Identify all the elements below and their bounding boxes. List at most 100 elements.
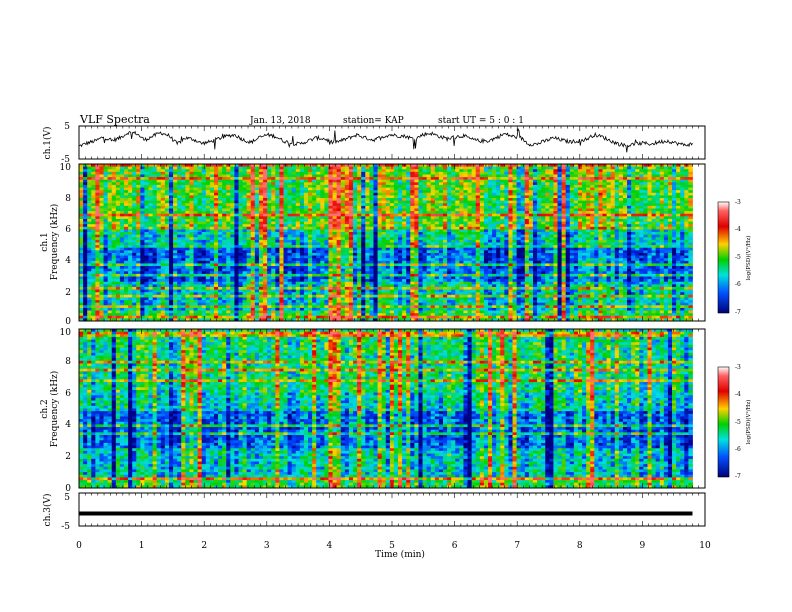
spectrogram-cell	[627, 218, 632, 222]
spectrogram-cell	[561, 234, 567, 238]
spectrogram-cell	[496, 169, 501, 173]
spectrogram-cell	[148, 234, 154, 238]
spectrogram-cell	[459, 208, 464, 212]
spectrogram-cell	[168, 179, 174, 183]
spectrogram-cell	[475, 166, 481, 170]
spectrogram-cell	[393, 213, 399, 217]
spectrogram-cell	[398, 242, 403, 246]
spectrogram-cell	[103, 208, 109, 212]
spectrogram-cell	[647, 198, 652, 202]
spectrogram-cell	[123, 190, 129, 194]
spectrogram-cell	[115, 213, 121, 217]
spectrogram-cell	[271, 174, 276, 178]
spectrogram-cell	[426, 205, 432, 209]
spectrogram-cell	[168, 245, 174, 249]
spectrogram-cell	[590, 182, 595, 186]
spectrogram-cell	[303, 221, 309, 225]
spectrogram-cell	[663, 237, 669, 241]
spectrogram-cell	[283, 190, 288, 194]
spectrogram-cell	[639, 198, 644, 202]
spectrogram-cell	[541, 190, 546, 194]
spectrogram-cell	[258, 239, 264, 243]
spectrogram-cell	[226, 171, 231, 175]
spectrogram-cell	[353, 187, 358, 191]
spectrogram-cell	[627, 192, 632, 196]
spectrogram-cell	[496, 237, 501, 241]
spectrogram-cell	[201, 218, 207, 222]
spectrogram-cell	[107, 187, 113, 191]
spectrogram-cell	[651, 208, 657, 212]
spectrogram-cell	[193, 245, 199, 249]
spectrogram-cell	[267, 184, 272, 188]
spectrogram-cell	[524, 198, 530, 202]
spectrogram-cell	[361, 213, 366, 217]
spectrogram-cell	[234, 205, 239, 209]
spectrogram-cell	[156, 224, 162, 228]
spectrogram-cell	[553, 198, 558, 202]
spectrogram-cell	[164, 166, 170, 170]
spectrogram-cell	[218, 229, 223, 233]
spectrogram-cell	[111, 177, 117, 181]
spectrogram-cell	[320, 200, 325, 204]
spectrogram-cell	[586, 224, 591, 228]
spectrogram-cell	[373, 200, 378, 204]
spectrogram-cell	[610, 203, 616, 207]
spectrogram-cell	[487, 198, 493, 202]
spectrogram-cell	[475, 179, 481, 183]
spectrogram-cell	[144, 205, 149, 209]
spectrogram-cell	[308, 213, 313, 217]
spectrogram-cell	[475, 213, 481, 217]
spectrogram-cell	[91, 218, 96, 222]
spectrogram-cell	[651, 234, 657, 238]
spectrogram-cell	[193, 203, 199, 207]
spectrogram-cell	[193, 208, 199, 212]
spectrogram-cell	[655, 242, 661, 246]
spectrogram-cell	[344, 190, 350, 194]
spectrogram-cell	[361, 234, 366, 238]
spectrogram-cell	[83, 213, 88, 217]
spectrogram-cell	[541, 192, 546, 196]
spectrogram-cell	[467, 190, 473, 194]
spectrogram-cell	[389, 203, 395, 207]
spectrogram-cell	[471, 171, 477, 175]
spectrogram-cell	[577, 166, 583, 170]
spectrogram-cell	[508, 203, 513, 207]
spectrogram-cell	[103, 169, 109, 173]
spectrogram-cell	[234, 192, 239, 196]
spectrogram-cell	[622, 190, 628, 194]
spectrogram-cell	[639, 239, 644, 243]
spectrogram-cell	[463, 218, 468, 222]
spectrogram-cell	[344, 182, 350, 186]
spectrogram-cell	[553, 245, 558, 249]
spectrogram-cell	[557, 166, 562, 170]
spectrogram-cell	[238, 221, 243, 225]
spectrogram-cell	[287, 184, 293, 188]
spectrogram-cell	[479, 237, 485, 241]
spectrogram-cell	[250, 190, 256, 194]
spectrogram-cell	[659, 232, 665, 236]
spectrogram-cell	[438, 221, 444, 225]
spectrogram-cell	[504, 232, 509, 236]
spectrogram-cell	[152, 239, 158, 243]
spectrogram-cell	[328, 213, 333, 217]
spectrogram-cell	[430, 166, 436, 170]
spectrogram-cell	[586, 203, 591, 207]
spectrogram-cell	[128, 177, 133, 181]
spectrogram-cell	[79, 164, 84, 168]
spectrogram-cell	[467, 218, 473, 222]
spectrogram-cell	[537, 239, 542, 243]
spectrogram-cell	[635, 237, 640, 241]
spectrogram-cell	[594, 179, 599, 183]
spectrogram-cell	[586, 164, 591, 168]
spectrogram-cell	[353, 166, 358, 170]
spectrogram-cell	[627, 169, 632, 173]
spectrogram-cell	[635, 200, 640, 204]
spectrogram-cell	[242, 198, 248, 202]
spectrogram-cell	[672, 216, 677, 220]
spectrogram-cell	[422, 211, 428, 215]
spectrogram-cell	[316, 177, 321, 181]
spectrogram-cell	[635, 211, 640, 215]
spectrogram-cell	[303, 239, 309, 243]
spectrogram-cell	[79, 184, 84, 188]
spectrogram-cell	[443, 184, 448, 188]
